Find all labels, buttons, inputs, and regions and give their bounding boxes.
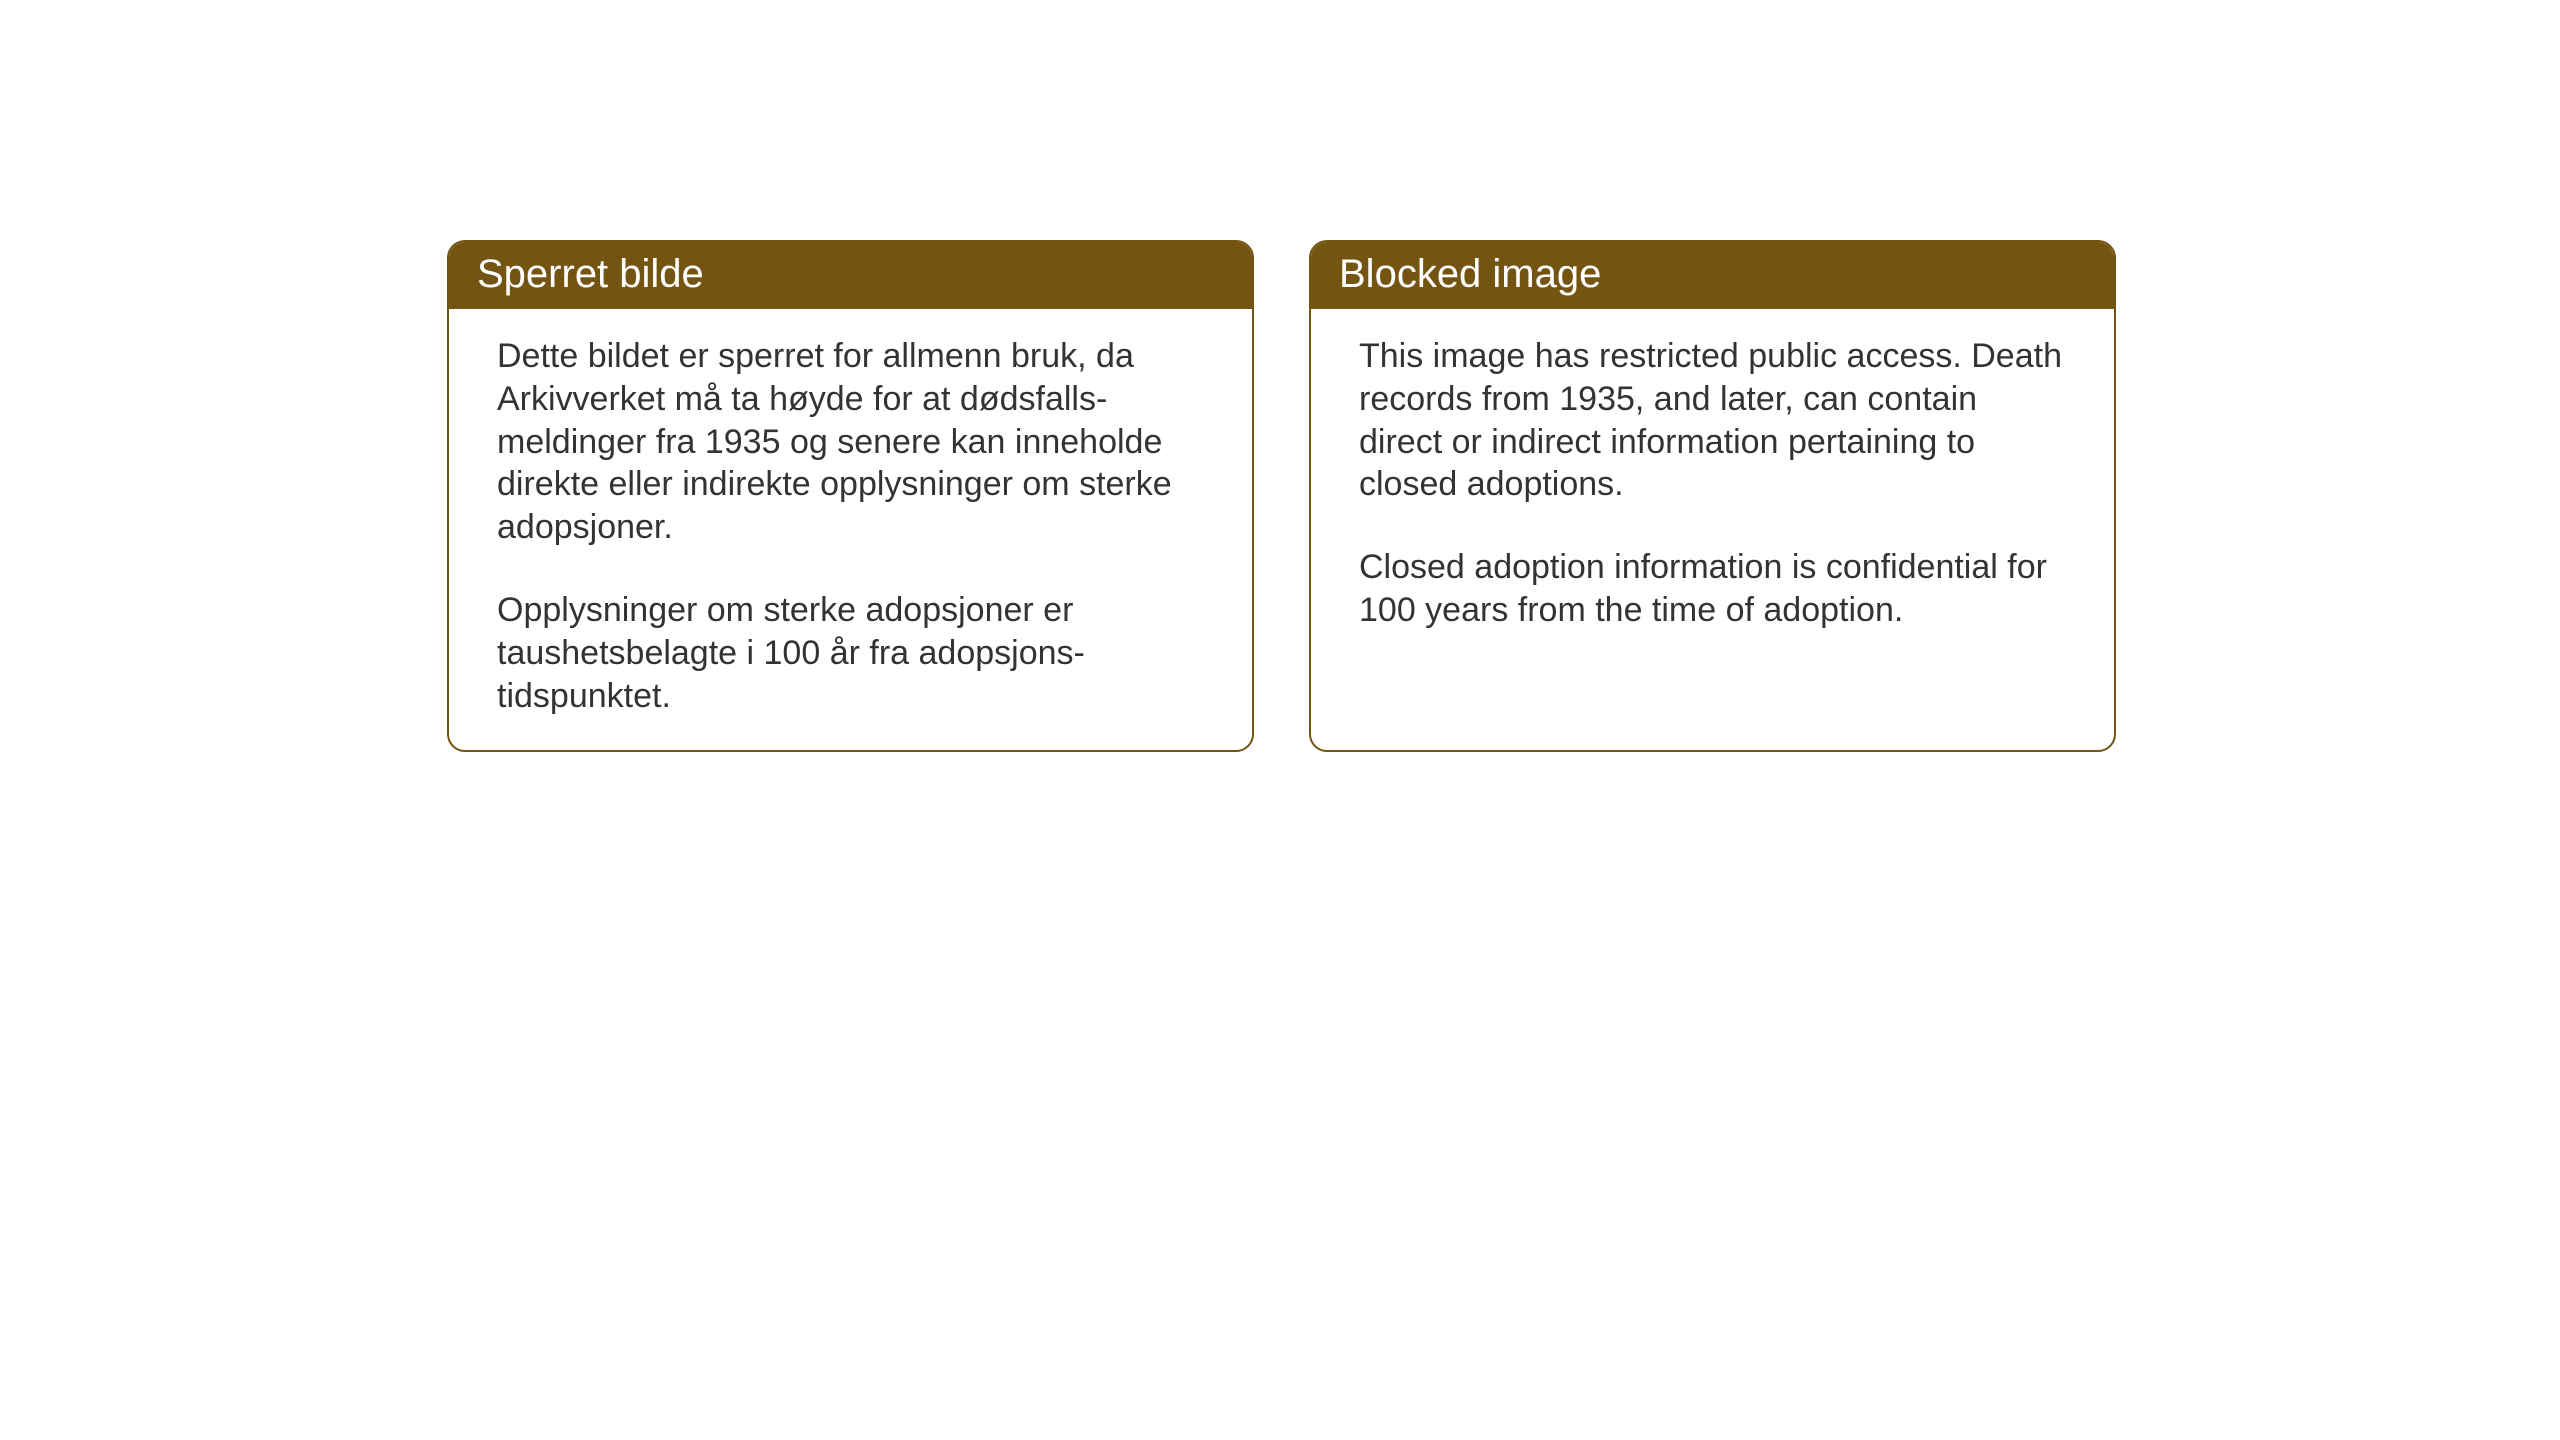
norwegian-paragraph-2: Opplysninger om sterke adopsjoner er tau… xyxy=(497,589,1204,717)
english-paragraph-1: This image has restricted public access.… xyxy=(1359,335,2066,506)
norwegian-card-title: Sperret bilde xyxy=(449,242,1252,309)
english-card-title: Blocked image xyxy=(1311,242,2114,309)
english-notice-card: Blocked image This image has restricted … xyxy=(1309,240,2116,752)
english-card-body: This image has restricted public access.… xyxy=(1311,309,2114,749)
english-paragraph-2: Closed adoption information is confident… xyxy=(1359,546,2066,632)
notice-container: Sperret bilde Dette bildet er sperret fo… xyxy=(0,0,2560,752)
norwegian-notice-card: Sperret bilde Dette bildet er sperret fo… xyxy=(447,240,1254,752)
norwegian-card-body: Dette bildet er sperret for allmenn bruk… xyxy=(449,309,1252,750)
norwegian-paragraph-1: Dette bildet er sperret for allmenn bruk… xyxy=(497,335,1204,549)
